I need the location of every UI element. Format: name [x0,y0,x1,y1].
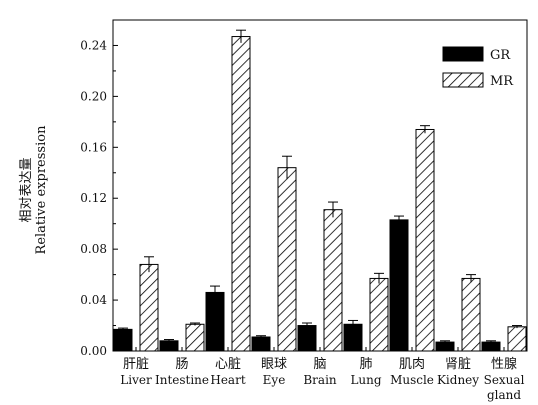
y-tick-label: 0.12 [80,191,107,205]
x-tick-label-en: Lung [350,373,381,387]
legend-swatch-gr [442,46,484,62]
x-tick-label-en: Muscle [390,373,434,387]
x-tick-label-zh: 心脏 [215,357,241,372]
bar-mr [185,323,205,352]
bar-mr [415,128,435,352]
bar-mr [323,209,343,352]
x-tick-label-en: Heart [210,373,245,387]
bar-mr [369,277,389,352]
x-tick-label-zh: 性腺 [491,357,517,372]
x-tick-label-zh: 肌肉 [399,357,425,372]
bar-gr [343,323,363,352]
x-tick-label-zh: 肾脏 [445,357,471,372]
y-axis-label-en: Relative expression [34,125,49,255]
y-axis-label-zh: 相对表达量 [19,157,34,222]
legend-label-mr: MR [490,74,514,89]
y-tick-label: 0.00 [80,344,107,358]
x-tick-label-zh: 肠 [175,357,188,372]
bar-mr [277,167,297,352]
y-tick-label: 0.20 [80,89,107,103]
legend: GR MR [442,46,514,89]
bar-gr [481,341,501,352]
bars-group [113,29,527,352]
x-tick-label-en: Eye [263,373,286,387]
bar-mr [507,326,527,352]
y-tick-label: 0.08 [80,242,107,256]
bar-mr [461,277,481,352]
bar-mr [231,36,251,352]
x-tick-label-zh: 肝脏 [123,357,149,372]
bar-gr [251,336,271,352]
x-tick-label-zh: 眼球 [261,357,287,372]
bar-gr [159,340,179,352]
bar-mr [139,263,159,352]
x-tick-label-zh: 脑 [313,357,326,372]
x-tick-label-en: Kidney [437,373,479,387]
legend-swatch-mr [442,72,484,88]
y-axis: 0.00 0.04 0.08 0.12 0.16 0.20 0.24 [80,38,118,358]
x-tick-label-en: Liver [120,373,152,387]
bar-gr [435,341,455,352]
y-axis-label: 相对表达量 Relative expression [19,125,49,255]
x-tick-label-en: Intestine [155,373,209,387]
x-tick-label-en: Sexual [484,373,525,387]
y-tick-label: 0.24 [80,38,107,52]
y-tick-label: 0.04 [80,293,107,307]
x-tick-label-zh: 肺 [359,357,372,372]
y-tick-label: 0.16 [80,140,107,154]
bar-gr [113,328,133,352]
x-tick-label-en-line2: gland [487,388,521,402]
bar-gr [205,291,225,352]
legend-label-gr: GR [490,48,511,63]
bar-gr [297,325,317,352]
bar-gr [389,219,409,352]
x-tick-label-en: Brain [303,373,337,387]
